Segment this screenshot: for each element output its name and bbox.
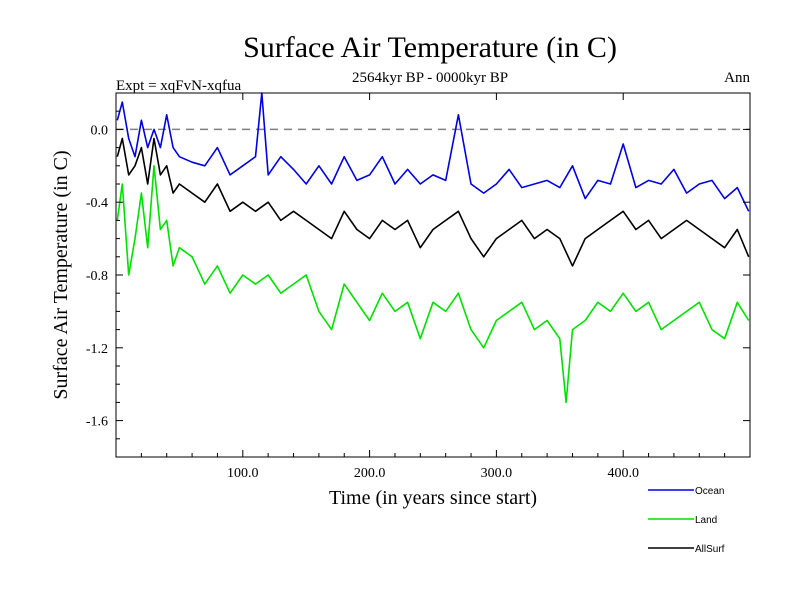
y-tick-label: 0.0 — [91, 123, 109, 138]
x-axis: 100.0 200.0 300.0 400.0 — [140, 93, 726, 481]
series-line-allsurf — [116, 137, 750, 267]
y-tick-label: -0.4 — [86, 196, 108, 211]
chart-subtitle-right: Ann — [724, 70, 750, 86]
x-tick-label: 100.0 — [227, 466, 259, 481]
chart-subtitle-left: Expt = xqFvN-xqfua — [116, 78, 241, 94]
y-tick-label: -1.6 — [86, 415, 108, 430]
y-tick-label: -0.8 — [86, 269, 108, 284]
series-layer — [116, 92, 750, 404]
series-line-land — [116, 165, 750, 404]
series-line-ocean — [116, 92, 750, 212]
x-tick-label: 400.0 — [607, 466, 639, 481]
legend: Ocean Land AllSurf — [648, 486, 725, 555]
chart-title: Surface Air Temperature (in C) — [243, 31, 617, 64]
legend-label-allsurf: AllSurf — [695, 544, 725, 555]
y-axis-label: Surface Air Temperature (in C) — [50, 150, 72, 399]
y-tick-label: -1.2 — [86, 342, 108, 357]
x-axis-label: Time (in years since start) — [329, 487, 537, 509]
legend-label-land: Land — [695, 515, 717, 526]
legend-label-ocean: Ocean — [695, 486, 724, 497]
y-axis: 0.0 -0.4 -0.8 -1.2 -1.6 — [86, 110, 750, 440]
chart-subtitle-center: 2564kyr BP - 0000kyr BP — [352, 70, 508, 86]
x-tick-label: 300.0 — [481, 466, 513, 481]
x-tick-label: 200.0 — [354, 466, 386, 481]
